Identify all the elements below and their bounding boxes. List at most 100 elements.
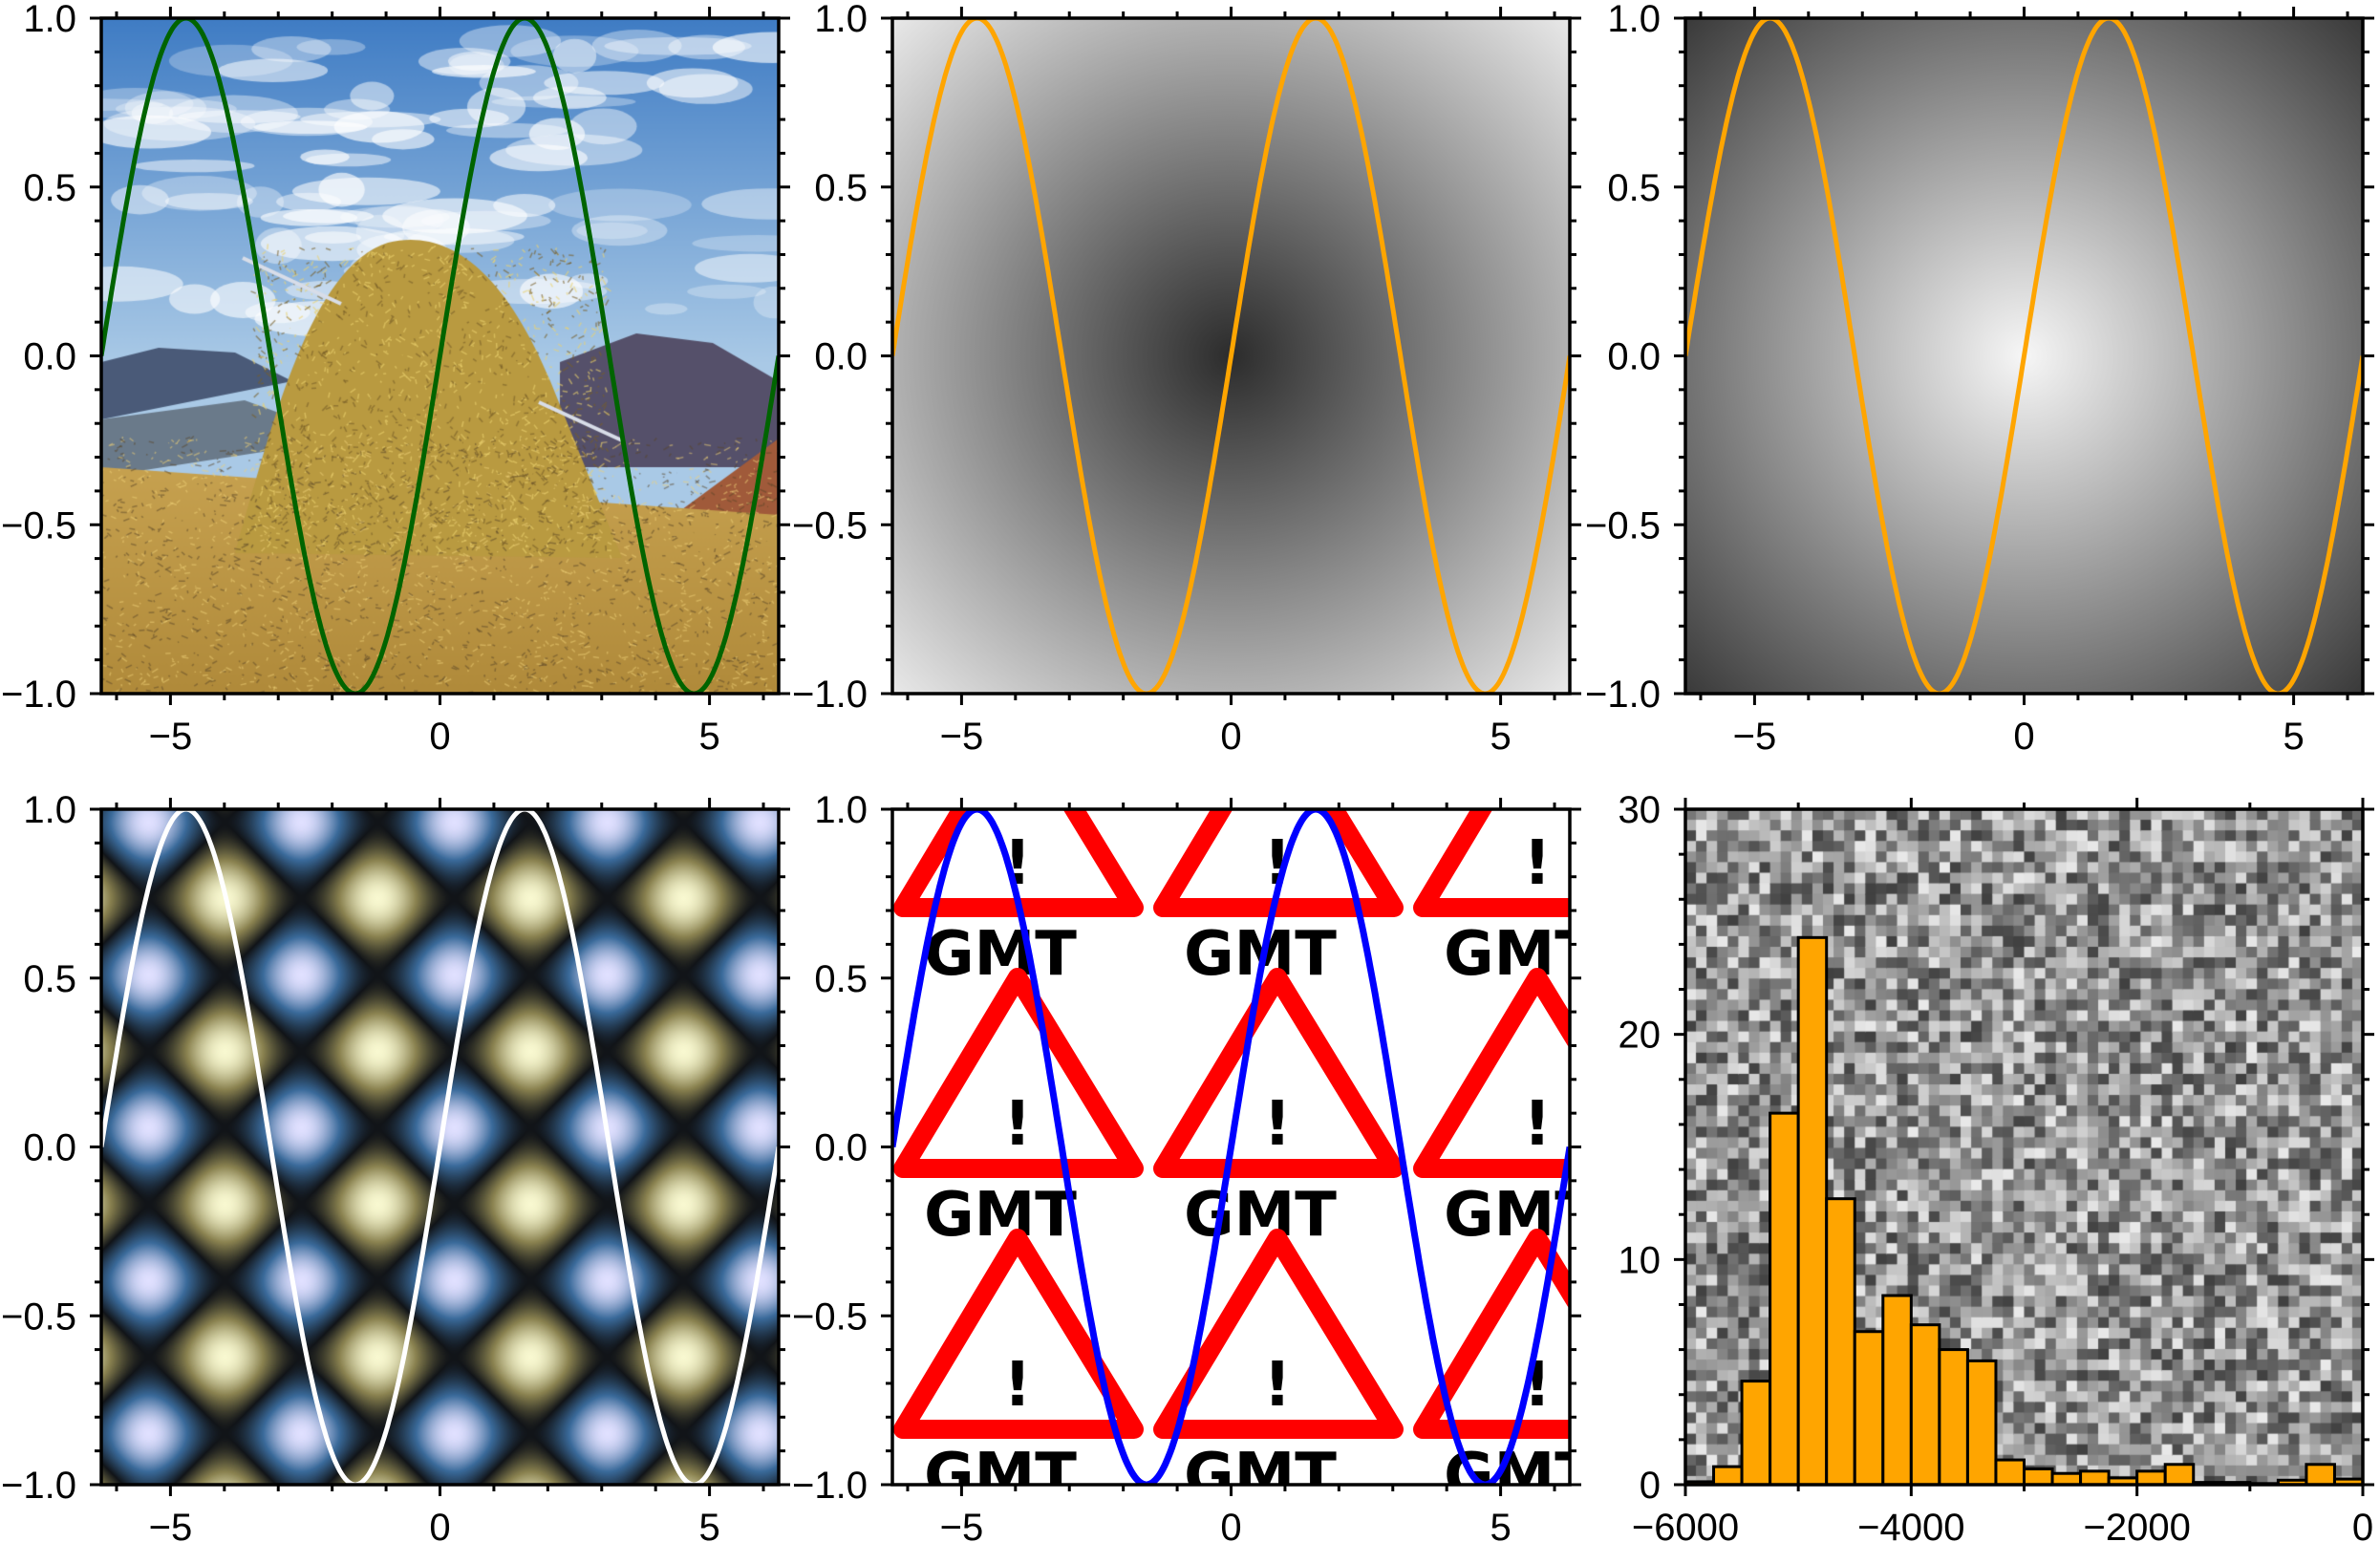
histogram-bar [2079, 1469, 2111, 1485]
x-tick-label: 5 [1490, 1507, 1511, 1542]
gmt-pattern-text: GMT [924, 919, 1077, 990]
warning-triangle-icon [1413, 1229, 1570, 1439]
gmt-pattern-tile: ! GMT [1153, 1229, 1404, 1511]
histogram-bar [1825, 1197, 1856, 1485]
histogram-bar [1965, 1359, 1998, 1485]
y-tick-label: 0.0 [814, 1127, 868, 1169]
gmt-pattern-text: GMT [1184, 1180, 1337, 1251]
x-tick-label: −5 [1733, 716, 1777, 758]
gmt-pattern-text: GMT [924, 1180, 1077, 1251]
gmt-pattern-tile: !GMT [893, 968, 1144, 1251]
x-tick-label: 0 [2352, 1507, 2373, 1542]
x-tick-label: 5 [698, 716, 719, 758]
y-tick-label: 0.0 [23, 336, 76, 378]
histogram-bar [1909, 1323, 1941, 1485]
exclamation-mark: ! [1263, 1089, 1291, 1160]
histogram-bar [2305, 1463, 2336, 1485]
x-tick-label: −5 [149, 1507, 193, 1542]
x-tick-label: −2000 [2083, 1507, 2190, 1542]
panel-light-center-gradient-sine: −5 0 5 −1.0 −0.5 0.0 0.5 1.0 [1585, 0, 2374, 758]
y-tick-label: −1.0 [1, 1465, 76, 1507]
y-tick-label: 1.0 [23, 789, 76, 831]
plot-area [1685, 809, 2363, 1485]
histogram-bar [2163, 1463, 2196, 1485]
histogram-bar [1796, 935, 1829, 1485]
x-tick-label: 0 [429, 1507, 450, 1542]
histogram-bar [1994, 1458, 2026, 1485]
histogram-bar [2023, 1467, 2054, 1485]
exclamation-mark: ! [1263, 1350, 1291, 1421]
x-tick-label: 0 [1220, 1507, 1241, 1542]
exclamation-mark: ! [1003, 1350, 1031, 1421]
x-tick-label: 0 [1220, 716, 1241, 758]
axis-ticks [1674, 7, 2374, 705]
plot-area [892, 18, 1570, 694]
plot-area [1685, 18, 2363, 694]
x-tick-label: 0 [2013, 716, 2034, 758]
axis-ticks [90, 7, 790, 705]
y-tick-label: 0.5 [23, 167, 76, 209]
y-tick-label: 1.0 [1607, 0, 1661, 40]
warning-triangle-icon [1413, 968, 1570, 1178]
y-tick-label: 10 [1619, 1239, 1662, 1281]
axis-ticks [881, 798, 1581, 1496]
y-tick-label: 1.0 [814, 789, 868, 831]
panel-dark-center-gradient-sine: −5 0 5 −1.0 −0.5 0.0 0.5 1.0 [792, 0, 1581, 758]
y-tick-label: 30 [1619, 789, 1662, 831]
plot-area [101, 809, 779, 1485]
warning-triangle-icon [1153, 968, 1404, 1178]
histogram-bar [2050, 1471, 2083, 1485]
x-tick-label: −5 [940, 716, 984, 758]
sine-curve [101, 809, 779, 1485]
exclamation-mark: ! [1523, 1089, 1551, 1160]
panel-haystack-sine: −5 0 5 −1.0 −0.5 0.0 0.5 1.0 [1, 0, 790, 758]
warning-triangle-icon [1153, 809, 1404, 917]
y-tick-label: −1.0 [792, 674, 868, 716]
histogram-bar [1740, 1380, 1772, 1485]
y-tick-label: 1.0 [23, 0, 76, 40]
warning-triangle-icon [1413, 809, 1570, 917]
histogram-bar [1712, 1465, 1744, 1485]
warning-triangle-icon [893, 968, 1144, 1178]
y-tick-label: 0.5 [814, 167, 868, 209]
y-tick-label: −0.5 [792, 1296, 868, 1338]
y-tick-label: 0.0 [1607, 336, 1661, 378]
axis-ticks [90, 798, 790, 1496]
histogram-bar [1769, 1111, 1800, 1485]
y-tick-label: 20 [1619, 1015, 1662, 1057]
sine-curve [1685, 18, 2363, 694]
y-tick-label: 0.5 [814, 958, 868, 1000]
exclamation-mark: ! [1523, 828, 1551, 899]
histogram-bar [2135, 1469, 2167, 1485]
x-tick-label: −5 [940, 1507, 984, 1542]
y-tick-label: 0.5 [23, 958, 76, 1000]
sine-curve [101, 18, 779, 694]
y-tick-label: −0.5 [1, 1296, 76, 1338]
gmt-pattern-tile: ! GMT [893, 1229, 1144, 1511]
y-tick-label: −0.5 [1585, 504, 1661, 546]
sine-curve [892, 18, 1570, 694]
gmt-pattern-tile: ! GMT [1153, 968, 1404, 1251]
histogram-bar [1938, 1348, 1969, 1485]
x-tick-label: −4000 [1857, 1507, 1964, 1542]
gmt-pattern-text: GMT [924, 1441, 1077, 1511]
y-tick-label: 0 [1640, 1465, 1661, 1507]
sine-curve [892, 809, 1570, 1485]
y-tick-label: 0.0 [814, 336, 868, 378]
gmt-pattern-text: GMT [1184, 1441, 1337, 1511]
y-tick-label: −0.5 [792, 504, 868, 546]
warning-triangle-icon [893, 1229, 1144, 1439]
x-tick-label: −6000 [1632, 1507, 1739, 1542]
y-tick-label: −1.0 [1585, 674, 1661, 716]
panel-diamond-pattern-sine: −5 0 5 −1.0 −0.5 0.0 0.5 1.0 [1, 789, 790, 1542]
y-tick-label: −1.0 [792, 1465, 868, 1507]
warning-triangle-icon [1153, 1229, 1404, 1439]
panel-histogram: −6000 −4000 −2000 0 0 10 20 30 [1619, 789, 2374, 1542]
plot-area: !GMT!GMT!GMT!GMT!GMT!GMT!GMT!GMT!GMT [892, 809, 1570, 1511]
x-tick-label: 5 [2283, 716, 2304, 758]
gmt-pattern-tile: !GMT [1413, 968, 1570, 1251]
axis-ticks [1674, 798, 2374, 1496]
x-tick-label: 5 [1490, 716, 1511, 758]
axis-ticks [881, 7, 1581, 705]
